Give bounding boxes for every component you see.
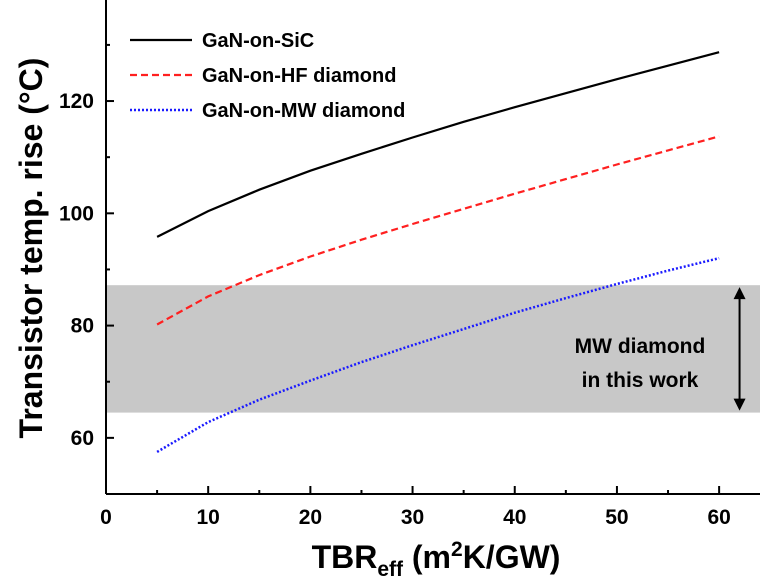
annotation-line-1: MW diamond — [575, 335, 706, 358]
x-tick-label: 20 — [299, 506, 322, 529]
x-axis-title-sub: eff — [377, 558, 404, 581]
annotation-line-2: in this work — [582, 369, 699, 392]
legend-label: GaN-on-MW diamond — [202, 100, 405, 122]
x-axis-title-main: TBR — [312, 539, 378, 575]
arrow-head-up — [733, 287, 746, 300]
y-tick-label: 100 — [59, 202, 94, 225]
y-tick-label: 120 — [59, 90, 94, 113]
x-axis-title: TBReff (m2K/GW) — [312, 538, 561, 581]
x-tick-label: 40 — [503, 506, 526, 529]
series-lines — [156, 51, 720, 453]
series-line-gan-on-sic — [156, 51, 720, 238]
y-axis-title: Transistor temp. rise (°C) — [13, 58, 49, 439]
x-axis-title-close: K/GW) — [463, 539, 561, 575]
tick-labels: 0 10 20 30 40 50 60 60 80 100 120 — [59, 90, 731, 529]
arrow-head-down — [733, 398, 746, 411]
legend: GaN-on-SiC GaN-on-HF diamond GaN-on-MW dia… — [130, 30, 405, 122]
x-tick-label: 30 — [401, 506, 424, 529]
annotation: MW diamond in this work — [575, 287, 746, 411]
y-tick-label: 80 — [71, 315, 94, 338]
y-tick-label: 60 — [71, 427, 94, 450]
legend-label: GaN-on-HF diamond — [202, 65, 396, 87]
x-tick-label: 60 — [707, 506, 730, 529]
x-axis-title-sup: 2 — [451, 538, 463, 561]
shaded-band — [106, 285, 760, 413]
series-line-gan-on-hf-diamond — [156, 135, 720, 326]
x-tick-label: 0 — [100, 506, 112, 529]
x-tick-label: 50 — [605, 506, 628, 529]
x-tick-label: 10 — [197, 506, 220, 529]
axis-ticks — [105, 43, 721, 494]
double-arrow — [733, 287, 746, 411]
legend-label: GaN-on-SiC — [202, 30, 314, 52]
x-axis-title-open: (m — [403, 539, 451, 575]
series-line-gan-on-mw-diamond — [156, 256, 720, 453]
